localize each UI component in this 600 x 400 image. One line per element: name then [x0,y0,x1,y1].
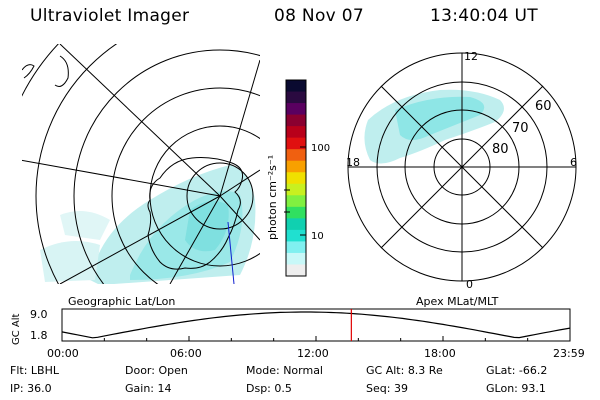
info-gc-alt: GC Alt: 8.3 Re [366,364,443,377]
colorbar-frame [285,79,307,277]
colorbar-segment [286,183,306,196]
colorbar-tick-10: 10 [311,231,324,242]
colorbar-label: photon cm⁻²s⁻¹ [266,155,279,240]
colorbar-segment [286,149,306,162]
lat-label-70: 70 [512,121,529,136]
colorbar-segment [286,206,306,219]
instrument-title: Ultraviolet Imager [30,6,190,26]
colorbar-segment [286,91,306,104]
colorbar-segment [286,252,306,265]
colorbar-segment [286,103,306,116]
colorbar-segment [286,241,306,254]
mlt-label-12: 12 [464,50,478,63]
colorbar-segment [286,114,306,127]
meridian-lines [22,44,260,284]
mlt-label-0: 0 [466,278,473,291]
info-flt: Flt: LBHL [10,364,59,377]
info-door: Door: Open [125,364,188,377]
altitude-ticks [61,336,571,341]
altitude-ymax: 9.0 [30,308,48,321]
colorbar-segment [286,137,306,150]
colorbar-segment [286,172,306,185]
mlt-label-18: 18 [346,156,360,169]
altitude-curve [61,311,571,339]
altitude-strip [61,308,571,342]
altitude-ymin: 1.8 [30,329,48,342]
colorbar-segment [286,218,306,231]
altitude-xtick-1: 06:00 [170,347,202,360]
colorbar [285,79,307,277]
mlt-diagonal-2 [380,85,544,249]
time-label: 13:40:04 UT [430,6,538,26]
colorbar-segment [286,195,306,208]
lat-label-60: 60 [535,99,552,114]
colorbar-ticks [284,146,306,236]
altitude-xtick-3: 18:00 [424,347,456,360]
geographic-map [22,44,260,284]
altitude-xtick-2: 12:00 [297,347,329,360]
info-dsp: Dsp: 0.5 [246,382,292,395]
antarctica-coastline [147,157,243,270]
colorbar-segment [286,229,306,242]
polar-plot-label: Apex MLat/MLT [416,295,499,308]
altitude-xtick-0: 00:00 [47,347,79,360]
info-glat: GLat: -66.2 [486,364,548,377]
info-gain: Gain: 14 [125,382,172,395]
colorbar-tick-100: 100 [311,143,330,154]
satellite-track [227,221,235,284]
mlt-label-6: 6 [570,156,577,169]
lat-label-80: 80 [492,142,509,157]
altitude-ylabel: GC Alt [11,313,22,345]
colorbar-segment [286,126,306,139]
info-seq: Seq: 39 [366,382,408,395]
info-ip: IP: 36.0 [10,382,52,395]
coastline-fragment [22,55,69,87]
geo-map-label: Geographic Lat/Lon [68,295,175,308]
date-label: 08 Nov 07 [274,6,364,26]
info-glon: GLon: 93.1 [486,382,546,395]
colorbar-segment [286,160,306,173]
info-mode: Mode: Normal [246,364,323,377]
colorbar-segment [286,264,306,277]
colorbar-segment [286,80,306,93]
polar-plot: 12 18 6 0 60 70 80 [346,50,577,291]
latitude-circles [22,44,260,284]
altitude-xtick-4: 23:59 [553,347,585,360]
